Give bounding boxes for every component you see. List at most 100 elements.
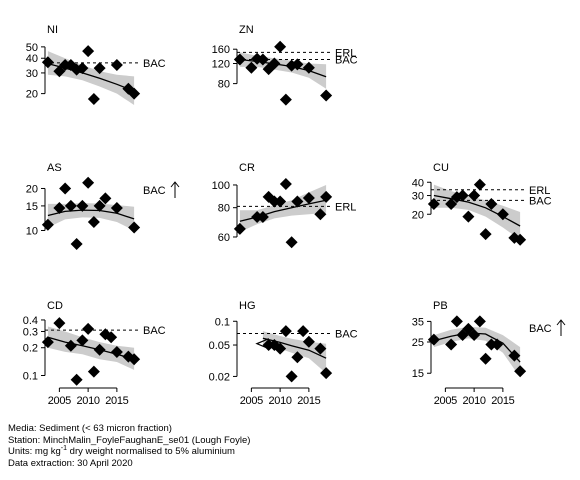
data-point-cr — [279, 177, 292, 190]
y-tick-label-cd: 0.2 — [23, 343, 38, 355]
panel-as: AS 10 15 20 BAC — [26, 162, 180, 250]
data-point-cr — [233, 222, 246, 235]
units-exponent: -1 — [60, 445, 68, 453]
data-point-ni — [76, 62, 89, 75]
data-point-hg — [274, 342, 287, 355]
data-point-cd — [82, 322, 95, 335]
data-point-cr — [274, 195, 287, 208]
y-tick-label-cr: 80 — [218, 203, 230, 215]
y-tick-label-ni: 40 — [26, 53, 38, 65]
data-point-ni — [128, 87, 141, 100]
data-point-as — [59, 182, 72, 195]
data-point-as — [70, 238, 83, 250]
data-point-hg — [320, 367, 333, 380]
data-point-as — [41, 218, 54, 231]
data-point-hg — [302, 335, 315, 348]
data-point-cr — [320, 190, 333, 203]
units-value: dry weight normalised to 5% aluminium — [67, 446, 235, 458]
reference-label-erl-zn: ERL — [335, 47, 356, 59]
data-point-cu — [468, 189, 481, 202]
data-point-as — [110, 201, 123, 214]
extraction-value: 30 April 2020 — [77, 457, 133, 469]
data-point-ni — [41, 56, 54, 69]
panel-cd: CD 0.1 0.2 0.30.4 BAC 2005 2010 2015 — [23, 300, 166, 407]
reference-label-bac-zn: BAC — [335, 55, 358, 67]
trend-line-as — [47, 209, 135, 220]
data-point-hg — [285, 370, 298, 383]
y-tick-label-hg: 0.02 — [209, 371, 230, 383]
data-point-cd — [128, 353, 141, 366]
data-point-cu — [485, 197, 498, 210]
trend-line-cu — [433, 194, 521, 227]
data-point-as — [53, 201, 66, 214]
data-point-cd — [53, 317, 66, 330]
panel-title-zn: ZN — [239, 24, 254, 36]
y-tick-label-cu: 30 — [412, 191, 424, 203]
extraction-line: Data extraction: 30 April 2020 — [8, 457, 133, 469]
data-point-zn — [279, 93, 292, 106]
panel-title-pb: PB — [433, 300, 448, 312]
y-tick-label-pb: 15 — [412, 368, 424, 380]
station-line: Station: MinchMalin_FoyleFaughanE_se01 (… — [8, 434, 251, 446]
x-tick-label-hg: 2015 — [297, 395, 320, 407]
data-point-zn — [320, 89, 333, 102]
up-arrow-head-icon-as — [170, 181, 180, 188]
up-arrow-head-icon-pb — [556, 319, 566, 326]
panel-title-ni: NI — [47, 24, 58, 36]
data-point-ni — [87, 92, 100, 105]
panel-title-cr: CR — [239, 162, 255, 174]
data-point-cr — [291, 195, 304, 208]
data-point-as — [64, 199, 77, 212]
x-tick-label-pb: 2005 — [434, 395, 457, 407]
media-value: Sediment (< 63 micron fraction) — [39, 423, 172, 434]
data-point-ni — [82, 45, 95, 58]
x-tick-label-cd: 2005 — [48, 395, 71, 407]
data-point-as — [76, 199, 89, 212]
data-point-zn — [291, 58, 304, 71]
reference-label-bac-cu: BAC — [529, 195, 552, 207]
y-tick-label-hg: 0.1 — [215, 316, 230, 328]
data-point-cr — [302, 191, 315, 204]
data-point-pb — [508, 349, 521, 362]
reference-label-erl-cu: ERL — [529, 185, 550, 197]
x-tick-label-cd: 2015 — [105, 395, 128, 407]
data-point-zn — [233, 53, 246, 66]
footer-info: Media: Sediment (< 63 micron fraction) S… — [8, 423, 250, 469]
data-point-zn — [268, 57, 281, 70]
confidence-band-pb — [433, 326, 521, 378]
data-point-cu — [479, 228, 492, 241]
data-point-zn — [302, 61, 315, 74]
data-point-cu — [496, 208, 509, 221]
y-tick-label-zn: 80 — [218, 79, 230, 91]
arrow-label-as: BAC — [143, 185, 166, 197]
data-point-cr — [285, 236, 298, 249]
y-tick-label-cr: 60 — [218, 232, 230, 244]
panel-hg: HG 0.02 0.05 0.1 BAC 2005 2010 2015 — [209, 300, 358, 407]
data-point-as — [93, 199, 106, 212]
data-point-pb — [427, 333, 440, 346]
y-tick-label-as: 20 — [26, 183, 38, 195]
data-point-zn — [245, 61, 258, 74]
panel-pb: PB 15 25 35 BAC 2005 2010 2015 — [412, 300, 566, 407]
x-tick-label-pb: 2015 — [491, 395, 514, 407]
x-tick-label-hg: 2010 — [268, 395, 291, 407]
reference-label-bac-hg: BAC — [335, 328, 358, 340]
panel-title-as: AS — [47, 162, 62, 174]
y-tick-label-cd: 0.3 — [23, 326, 38, 338]
x-tick-label-cd: 2010 — [76, 395, 99, 407]
confidence-band-hg — [262, 331, 327, 374]
data-point-cr — [256, 211, 269, 224]
data-point-cu — [456, 189, 469, 202]
data-point-cd — [87, 365, 100, 378]
arrow-label-pb: BAC — [529, 323, 552, 335]
reference-label-bac-ni: BAC — [143, 58, 166, 70]
data-point-cd — [110, 345, 123, 358]
censored-point-hg — [255, 338, 270, 350]
data-point-ni — [110, 59, 123, 72]
data-point-cd — [41, 336, 54, 349]
units-line: Units: mg kg-1 dry weight normalised to … — [8, 445, 235, 458]
data-point-as — [128, 221, 141, 234]
data-point-cd — [76, 334, 89, 347]
